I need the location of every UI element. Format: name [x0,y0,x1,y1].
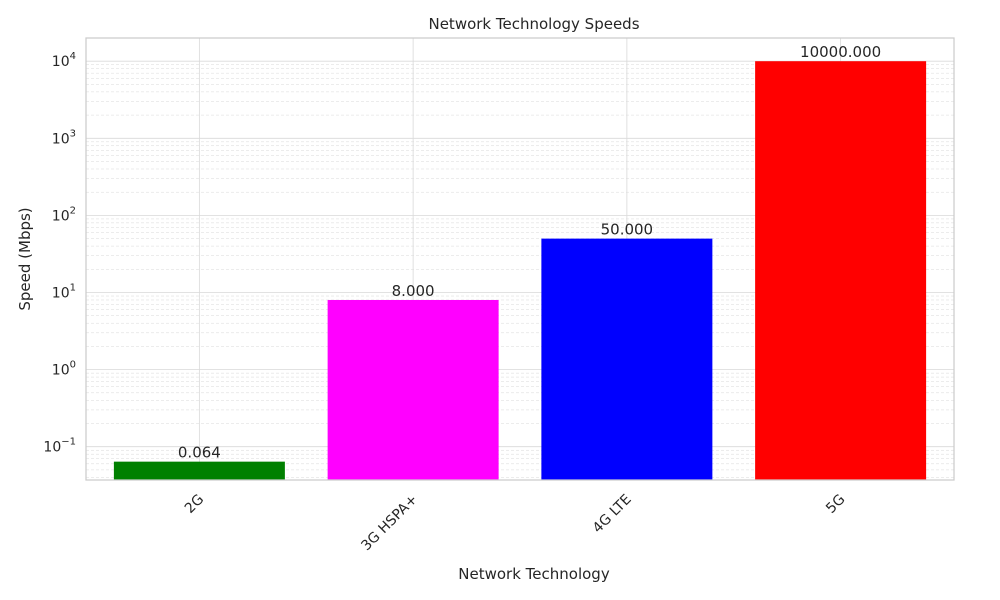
data-label: 50.000 [601,221,654,239]
y-tick-label: 101 [52,283,76,302]
y-tick-exponent: 4 [70,51,76,62]
data-label: 10000.000 [800,43,881,61]
bar [755,61,927,481]
x-tick-label: 4G LTE [590,492,635,537]
y-tick-exponent: −1 [61,437,76,448]
bar [327,299,499,480]
plot-frame [85,37,955,481]
y-tick-label: 10−1 [43,437,76,456]
y-tick-base: 10 [52,208,70,224]
data-labels: 0.064 8.000 50.000 10000.000 [178,43,881,461]
x-tick-label: 3G HSPA+ [358,492,421,555]
y-tick-label: 104 [52,51,76,70]
y-tick-base: 10 [52,286,70,302]
y-tick-exponent: 2 [70,205,76,216]
bar [113,461,285,480]
y-tick-base: 10 [52,131,70,147]
x-tick-label: 5G [823,492,848,517]
x-tick-label: 2G [182,492,207,517]
y-axis-label: Speed (Mbps) [16,207,34,310]
x-axis-label: Network Technology [458,565,610,583]
data-label: 8.000 [392,282,435,300]
y-tick-label: 100 [52,360,76,379]
y-tick-exponent: 3 [70,128,76,139]
chart-title: Network Technology Speeds [428,15,639,33]
y-tick-base: 10 [52,363,70,379]
y-tick-base: 10 [52,54,70,70]
x-axis-ticks: 2G 3G HSPA+ 4G LTE 5G [182,492,849,555]
y-tick-base: 10 [43,440,61,456]
y-tick-exponent: 1 [70,283,76,294]
bar [541,238,713,480]
y-tick-exponent: 0 [70,360,76,371]
data-label: 0.064 [178,444,221,462]
bars [113,61,927,481]
y-tick-label: 103 [52,128,76,147]
y-tick-label: 102 [52,205,76,224]
